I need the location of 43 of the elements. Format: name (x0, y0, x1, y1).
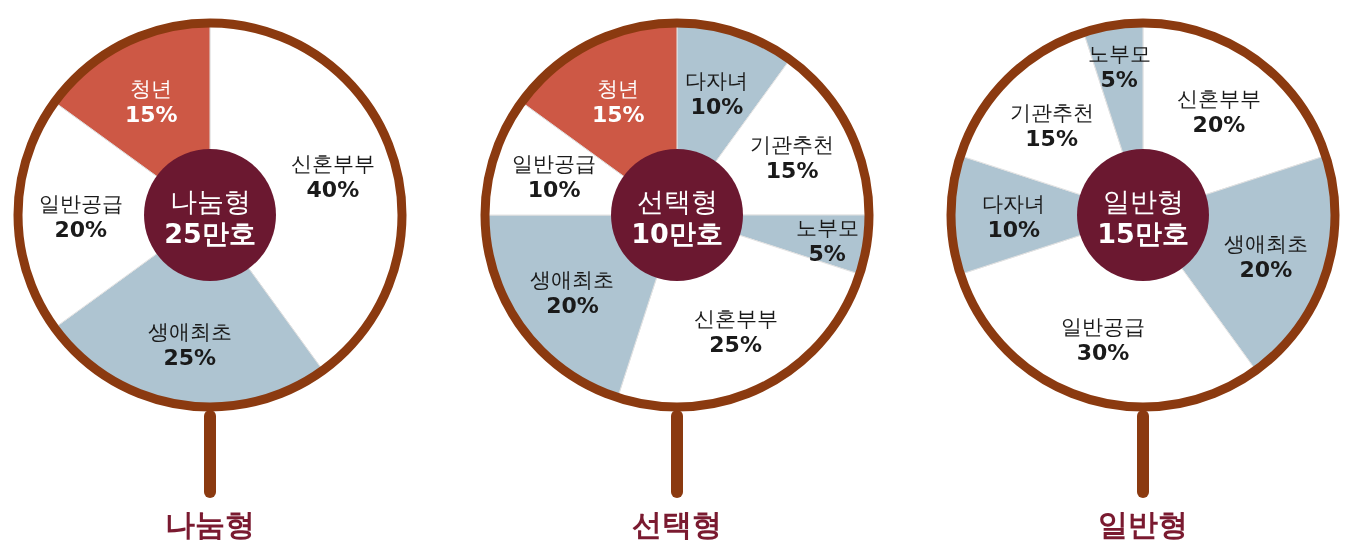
slice-label: 일반공급 (512, 152, 597, 177)
slice-label: 생애최초 (530, 267, 615, 292)
data-label: 20% (1239, 256, 1293, 282)
slice-label: 신혼부부 (1176, 87, 1261, 112)
text: 25만호 (164, 218, 256, 249)
slice-label: 다자녀 (982, 192, 1046, 216)
slice-label: 일반공급 (1061, 314, 1146, 339)
text: 10만호 (631, 218, 723, 249)
data-label: 10% (527, 177, 581, 203)
data-label: 15% (1025, 125, 1078, 151)
text: 선택형 (636, 186, 718, 217)
data-label: 5% (808, 240, 846, 266)
slice-label: 청년 (597, 76, 640, 101)
slice-label: 신혼부부 (693, 307, 778, 332)
slice-label: 생애최초 (147, 319, 232, 344)
text: 나눔형 (165, 507, 255, 542)
text: 일반형 (1102, 186, 1184, 217)
slice-label: 노부모 (1087, 41, 1151, 66)
data-label: 30% (1076, 339, 1130, 365)
text: 15만호 (1097, 218, 1189, 249)
data-label: 10% (987, 217, 1041, 242)
slice-label: 기관추천 (750, 133, 835, 158)
slice-label: 생애최초 (1223, 231, 1308, 256)
data-label: 15% (765, 158, 819, 184)
data-label: 25% (163, 344, 217, 370)
text: 일반형 (1098, 507, 1188, 542)
text: 나눔형 (169, 186, 251, 217)
data-label: 20% (1192, 112, 1246, 138)
data-label: 40% (306, 177, 360, 203)
data-label: 25% (709, 332, 762, 358)
slice-label: 기관추천 (1009, 100, 1094, 125)
data-label: 10% (690, 94, 744, 120)
data-label: 15% (125, 101, 178, 127)
data-label: 20% (546, 292, 599, 318)
slice-label: 노부모 (795, 215, 859, 240)
slice-label: 신혼부부 (290, 152, 375, 177)
data-label: 15% (592, 101, 645, 127)
slice-label: 청년 (130, 76, 173, 101)
data-label: 5% (1100, 66, 1138, 92)
slice-label: 다자녀 (685, 69, 749, 94)
text: 선택형 (632, 507, 722, 542)
data-label: 20% (54, 217, 108, 242)
slice-label: 일반공급 (38, 192, 123, 216)
